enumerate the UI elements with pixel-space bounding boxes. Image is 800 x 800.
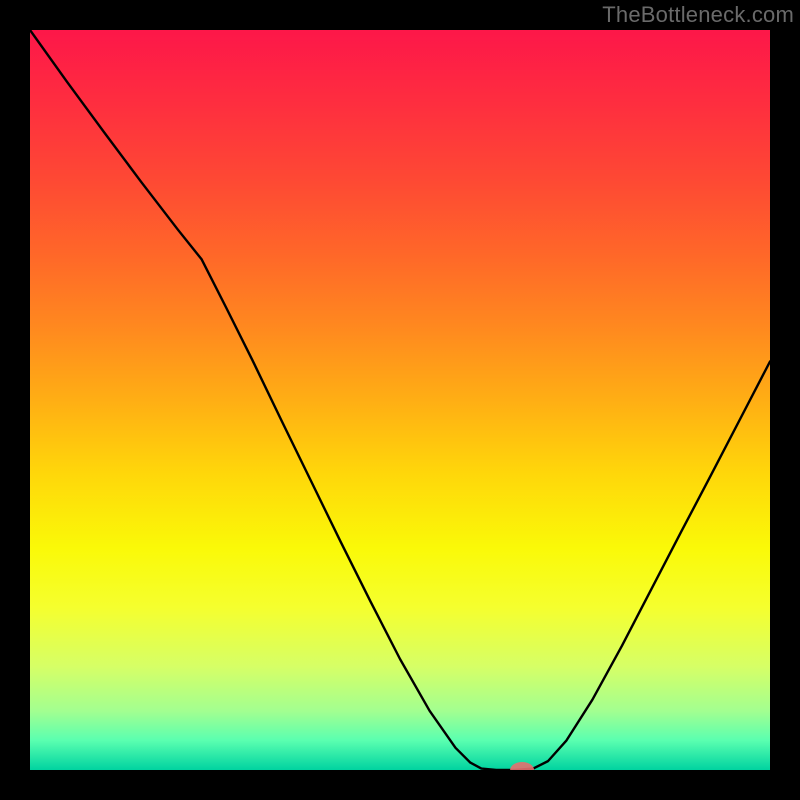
- plot-area: [30, 30, 770, 778]
- bottleneck-chart-svg: [0, 0, 800, 800]
- attribution-text: TheBottleneck.com: [602, 2, 794, 28]
- chart-stage: TheBottleneck.com: [0, 0, 800, 800]
